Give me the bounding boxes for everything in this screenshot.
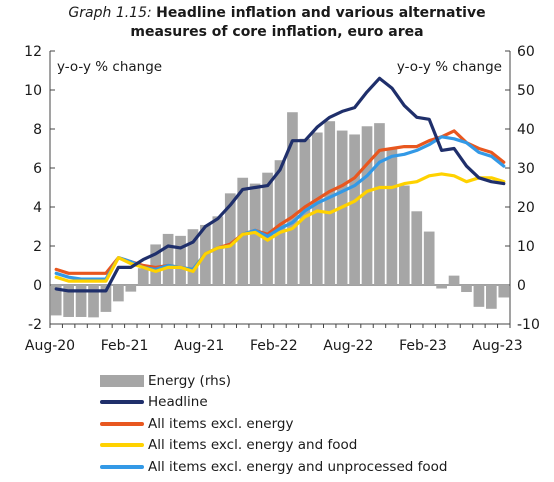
energy-bar [162,233,174,285]
left-tick-label: 4 [33,200,42,216]
left-tick-label: 10 [24,83,42,99]
legend-item-headline: Headline [100,392,447,414]
energy-bar [75,285,87,317]
left-tick-label: 0 [33,278,42,294]
legend-item-excl-energy: All items excl. energy [100,413,447,435]
legend-swatch [100,421,144,426]
energy-bar [311,132,323,285]
x-tick-label: Feb-22 [250,338,298,354]
left-tick-label: 6 [33,161,42,177]
legend-label: All items excl. energy and food [148,437,358,454]
legend-label: All items excl. energy and unprocessed f… [148,458,448,475]
energy-bar [262,172,273,285]
title-line-2: measures of core inflation, euro area [130,24,424,40]
energy-bar [498,285,510,298]
energy-bar [349,134,360,285]
right-tick-label: 50 [517,83,535,99]
right-tick-label: -10 [517,317,540,333]
legend-item-energy: Energy (rhs) [100,370,447,392]
energy-bar [473,285,485,307]
headline-line [54,76,506,293]
left-tick-label: 8 [33,122,42,138]
energy-bar [88,285,99,318]
chart-plot: -2 0 2 4 6 8 10 12 -10 0 10 20 30 40 50 60 Aug-20 Feb-21 A… [24,44,540,354]
graph-number: Graph 1.15: [68,5,152,21]
legend-item-excl-energy-food: All items excl. energy and food [100,435,447,457]
left-tick-label: -2 [28,317,42,333]
energy-bar [324,121,336,285]
energy-bar [398,185,410,285]
legend-label: Headline [148,394,208,411]
energy-bar [361,126,373,286]
energy-bar [423,231,435,285]
energy-bar [150,244,162,285]
legend-item-excl-energy-unprocessed-food: All items excl. energy and unprocessed f… [100,456,447,478]
left-tick-label: 12 [24,44,42,60]
energy-bar [137,268,149,285]
left-tick-label: 2 [33,239,42,255]
legend-swatch [100,400,144,405]
x-tick-label: Feb-21 [101,338,149,354]
right-tick-label: 60 [517,44,535,60]
energy-bar [212,216,224,285]
energy-bar [63,285,74,317]
legend-swatch [100,443,144,448]
legend-swatch [100,464,144,469]
energy-bar [486,285,497,309]
energy-bar [237,177,249,285]
excl-energy-food-line [54,172,506,283]
legend-label: Energy (rhs) [148,372,231,389]
right-tick-label: 10 [517,239,535,255]
energy-bar [100,285,112,312]
energy-bar [374,123,385,286]
right-tick-label: 40 [517,122,535,138]
legend-label: All items excl. energy [148,415,294,432]
x-tick-label: Feb-23 [399,338,447,354]
legend-swatch [100,374,144,387]
title-line-1: Headline inflation and various alternati… [156,5,486,21]
energy-bar [175,235,186,285]
right-axis-label: y-o-y % change [397,59,502,75]
x-tick-label: Aug-22 [323,338,373,354]
x-tick-label: Aug-21 [174,338,224,354]
chart-title: Graph 1.15: Headline inflation and vario… [0,4,554,42]
energy-bar [287,112,298,285]
energy-bar [125,285,137,292]
right-tick-label: 20 [517,200,535,216]
energy-bar [224,193,236,285]
energy-bar [448,275,460,285]
legend: Energy (rhs) Headline All items excl. ener… [100,370,447,478]
energy-bar [50,285,62,316]
right-tick-label: 0 [517,278,526,294]
energy-bar [113,285,124,302]
left-axis-label: y-o-y % change [57,59,162,75]
energy-bar [187,229,199,285]
x-tick-label: Aug-23 [472,338,522,354]
energy-bar [411,211,423,285]
energy-bar [461,285,472,293]
x-tick-label: Aug-20 [25,338,75,354]
energy-bar [386,148,398,285]
energy-bar [436,285,447,289]
energy-bar [274,160,286,285]
right-tick-label: 30 [517,161,535,177]
excl-energy-unprocessed-food-line [54,135,506,281]
